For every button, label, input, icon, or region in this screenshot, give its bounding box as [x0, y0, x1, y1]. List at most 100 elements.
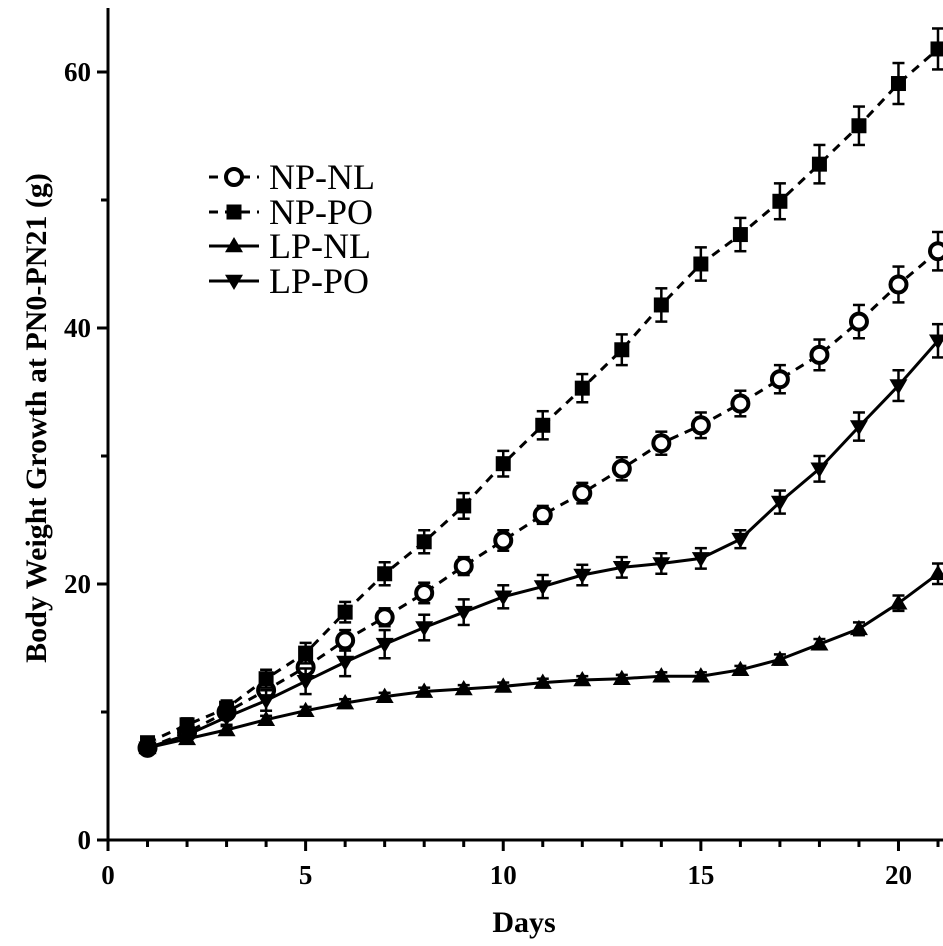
legend-marker — [226, 204, 242, 220]
data-point — [535, 417, 551, 433]
data-point — [217, 720, 236, 737]
data-point — [653, 297, 669, 313]
data-point — [296, 674, 315, 691]
data-point — [179, 717, 195, 733]
data-point — [772, 193, 788, 209]
data-point — [336, 655, 355, 672]
data-point — [494, 590, 513, 606]
data-point — [296, 701, 315, 718]
data-point — [336, 694, 355, 710]
legend-item-lp-nl: LP-NL — [209, 226, 371, 266]
data-point — [453, 556, 474, 577]
data-point — [533, 580, 552, 596]
data-point — [731, 532, 750, 549]
y-axis-title: Body Weight Growth at PN0-PN21 (g) — [20, 173, 53, 663]
data-point — [612, 669, 631, 686]
data-point — [652, 667, 671, 683]
data-point — [415, 621, 434, 637]
x-tick-label: 5 — [299, 860, 313, 890]
legend-item-lp-po: LP-PO — [209, 261, 369, 301]
x-tick-label: 0 — [101, 860, 115, 890]
data-point — [930, 41, 943, 57]
data-point — [456, 498, 472, 514]
data-point — [377, 566, 393, 582]
data-point — [493, 530, 514, 551]
data-point — [691, 552, 710, 568]
data-point — [690, 415, 711, 436]
legend-label: NP-NL — [269, 157, 375, 197]
legend-marker — [225, 237, 243, 253]
data-point — [415, 682, 434, 698]
data-point — [732, 227, 748, 243]
data-point — [652, 557, 671, 573]
data-point — [337, 604, 353, 620]
data-point — [375, 637, 394, 654]
data-point — [612, 561, 631, 577]
data-point — [928, 241, 943, 262]
series-lp-nl — [138, 562, 943, 755]
y-tick-label: 0 — [78, 825, 92, 855]
data-point — [414, 582, 435, 603]
axes: 0 5 10 15 20 0 20 40 60 — [64, 8, 943, 890]
data-point — [574, 380, 590, 396]
legend-marker — [224, 167, 244, 187]
data-point — [810, 635, 829, 651]
series-lp-po — [138, 322, 943, 757]
legend-label: NP-PO — [269, 192, 373, 232]
data-point — [769, 369, 790, 390]
data-point — [811, 156, 827, 172]
x-tick-label: 10 — [490, 860, 517, 890]
y-tick-label: 40 — [64, 313, 91, 343]
data-point — [375, 687, 394, 703]
data-point — [731, 660, 750, 677]
data-point — [573, 671, 592, 687]
legend-item-np-nl: NP-NL — [209, 157, 375, 197]
y-tick-label: 20 — [64, 569, 91, 599]
data-point — [257, 694, 276, 710]
data-point — [888, 274, 909, 295]
data-point — [257, 710, 276, 726]
data-point — [849, 420, 868, 436]
data-point — [810, 462, 829, 478]
data-point — [849, 619, 868, 636]
data-point — [298, 645, 314, 661]
data-point — [848, 311, 869, 332]
data-point — [217, 710, 236, 727]
data-point — [374, 607, 395, 628]
data-point — [770, 495, 789, 512]
x-axis-title: Days — [492, 906, 555, 939]
data-point — [416, 534, 432, 550]
data-point — [454, 605, 473, 622]
data-point — [335, 630, 356, 651]
series-line — [146, 47, 939, 745]
legend-marker — [225, 274, 243, 290]
data-point — [651, 433, 672, 454]
data-point — [533, 673, 552, 689]
x-tick-label: 20 — [885, 860, 912, 890]
data-point — [890, 76, 906, 92]
data-point — [611, 458, 632, 479]
data-point — [691, 667, 710, 683]
data-point — [614, 342, 630, 358]
data-point — [572, 483, 593, 504]
data-point — [929, 564, 943, 581]
legend-label: LP-PO — [269, 261, 369, 301]
series-line — [146, 250, 939, 750]
data-point — [138, 741, 157, 757]
legend-label: LP-NL — [269, 226, 371, 266]
data-point — [494, 677, 513, 693]
data-point — [889, 379, 908, 395]
legend-item-np-po: NP-PO — [209, 192, 373, 232]
data-point — [573, 568, 592, 585]
series-layer — [137, 27, 943, 758]
data-point — [693, 256, 709, 272]
data-point — [809, 344, 830, 365]
data-point — [889, 594, 908, 610]
data-point — [532, 504, 553, 525]
data-point — [258, 671, 274, 687]
data-point — [178, 728, 197, 745]
y-tick-label: 60 — [64, 57, 91, 87]
data-point — [929, 334, 943, 350]
